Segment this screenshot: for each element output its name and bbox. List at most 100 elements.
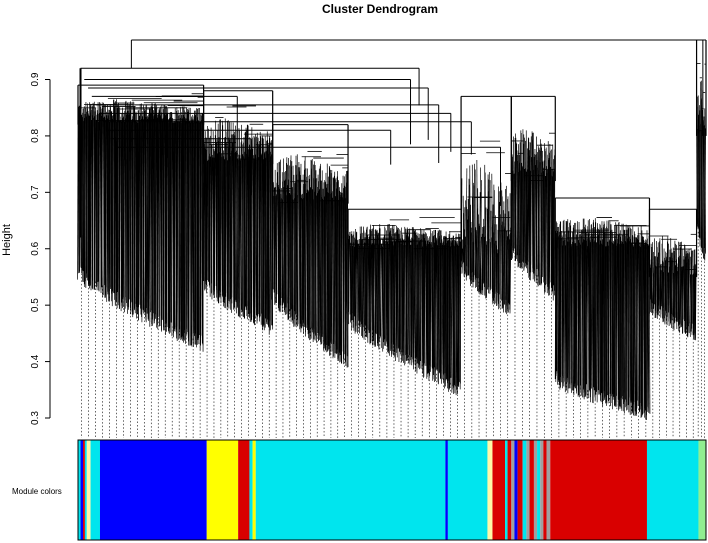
dendrogram-branch — [173, 122, 175, 329]
dendrogram-branch — [340, 192, 342, 356]
module-color-segment — [492, 440, 506, 540]
dendrogram-branch — [257, 145, 259, 317]
dendrogram-branch — [135, 121, 138, 304]
y-tick-label: 0.9 — [30, 72, 41, 86]
dendrogram-branch — [529, 170, 531, 277]
dendrogram-branch — [431, 236, 434, 369]
module-color-segment — [514, 440, 518, 540]
dendrogram-branch — [681, 266, 683, 326]
dendrogram-branch — [97, 102, 100, 281]
dendrogram-branch — [488, 171, 490, 294]
dendrogram-branch — [580, 229, 582, 391]
dendrogram-branch — [178, 121, 181, 330]
dendrogram-branch — [527, 137, 529, 273]
dendrogram-branch — [239, 142, 242, 316]
dendrogram-branch — [679, 247, 682, 324]
dendrogram-branch — [528, 155, 530, 278]
dendrogram-branch — [189, 122, 192, 346]
dendrogram-branch — [658, 241, 660, 312]
dendrogram-branch — [231, 142, 234, 304]
dendrogram-branch — [433, 242, 435, 375]
dendrogram-branch — [458, 237, 460, 381]
dendrogram-branch — [535, 159, 538, 283]
dendrogram-branch — [437, 231, 439, 382]
dendrogram-branch — [695, 268, 697, 341]
dendrogram-branch — [507, 211, 510, 302]
dendrogram-branch — [326, 192, 328, 345]
dendrogram-branch — [636, 238, 639, 409]
dendrogram-branch — [633, 233, 636, 402]
dendrogram-branch — [388, 232, 391, 347]
dendrogram-branch — [548, 158, 550, 291]
dendrogram-branch — [614, 239, 616, 406]
dendrogram-branch — [109, 104, 111, 301]
dendrogram-branch — [305, 176, 307, 333]
dendrogram-branch — [675, 263, 678, 322]
y-tick-label: 0.4 — [30, 354, 41, 368]
dendrogram-branch — [351, 234, 354, 321]
dendrogram-branch — [98, 113, 101, 292]
dendrogram-branch — [344, 186, 346, 355]
dendrogram-branch — [393, 240, 395, 345]
dendrogram-branch — [368, 229, 371, 332]
dendrogram-branch — [582, 218, 584, 398]
dendrogram-branch — [420, 239, 422, 368]
dendrogram-branch — [363, 242, 366, 325]
dendrogram-branch — [367, 236, 370, 330]
module-color-segment — [537, 440, 541, 540]
dendrogram-branch — [618, 221, 620, 411]
dendrogram-branch — [490, 237, 492, 291]
dendrogram-branch — [496, 253, 498, 306]
dendrogram-branch — [461, 248, 464, 274]
dendrogram-branch — [477, 223, 480, 279]
dendrogram-branch — [655, 241, 657, 314]
dendrogram-branch — [329, 169, 331, 346]
dendrogram-branch — [616, 238, 619, 400]
dendrogram-branch — [137, 122, 139, 307]
dendrogram-branch — [619, 241, 622, 405]
dendrogram-branch — [449, 239, 451, 388]
dendrogram-branch — [117, 107, 120, 306]
dendrogram-branch — [687, 253, 690, 336]
dendrogram-branch — [240, 144, 243, 310]
dendrogram-branch — [339, 194, 341, 356]
dendrogram-branch — [413, 229, 416, 365]
dendrogram-branch — [290, 161, 293, 322]
dendrogram-branch — [268, 151, 271, 335]
dendrogram-branch — [416, 236, 419, 374]
module-color-segment — [445, 440, 448, 540]
dendrogram-branch — [316, 193, 318, 343]
dendrogram-branch — [591, 238, 593, 389]
dendrogram-branch — [585, 238, 588, 385]
dendrogram-branch — [408, 228, 411, 355]
dendrogram-branch — [90, 120, 93, 291]
dendrogram-branch — [191, 119, 194, 334]
y-axis: 0.3 0.4 0.5 0.6 0.7 0.8 0.9 — [30, 72, 51, 425]
dendrogram-branch — [443, 245, 445, 383]
module-color-segment — [540, 440, 544, 540]
dendrogram-branch — [628, 240, 630, 405]
dendrogram-branch — [186, 108, 188, 335]
dendrogram-branch — [644, 239, 646, 418]
dendrogram-branch — [150, 103, 153, 313]
dendrogram-branch — [664, 252, 667, 316]
dendrogram-branch — [155, 107, 158, 318]
module-color-bar — [77, 439, 707, 541]
dendrogram-branch — [413, 239, 415, 370]
dendrogram-branch — [274, 195, 277, 304]
dendrogram-branch — [213, 157, 215, 294]
dendrogram-branch — [288, 165, 290, 320]
dendrogram-branch — [174, 107, 176, 328]
dendrogram-branch — [501, 221, 504, 309]
dendrogram-branch — [143, 108, 145, 311]
module-color-segment — [78, 440, 81, 540]
dendrogram-branch — [570, 244, 573, 385]
dendrogram-branch — [291, 165, 294, 321]
dendrogram-branch — [689, 256, 691, 324]
dendrogram-branch — [595, 242, 597, 395]
dendrogram-branch — [103, 117, 105, 286]
dendrogram-branch — [487, 191, 489, 290]
dendrogram-branch — [141, 116, 144, 309]
dendrogram-branch — [542, 171, 544, 277]
dendrogram-branch — [183, 116, 186, 334]
